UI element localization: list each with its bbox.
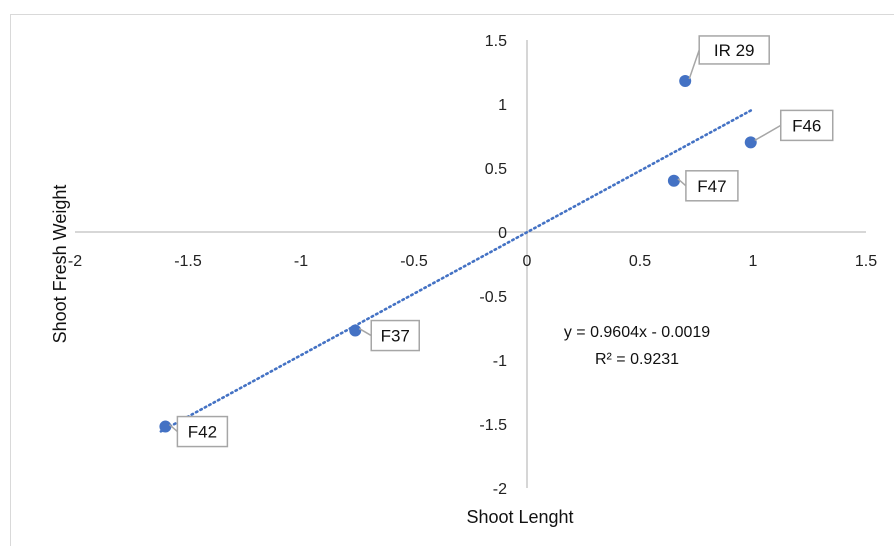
y-tick-label: 1.5 (485, 33, 507, 50)
label-leader-line (677, 178, 687, 187)
label-box (779, 109, 834, 142)
point-label-text: F42 (188, 423, 217, 442)
chart-area (10, 14, 894, 546)
point-label-text: IR 29 (714, 41, 755, 60)
trendline-group (159, 108, 755, 433)
x-tick-label: -0.5 (400, 253, 428, 270)
y-axis-title: Shoot Fresh Weight (50, 185, 70, 344)
label-box (370, 319, 420, 352)
data-label: F47 (677, 170, 739, 202)
data-label: F42 (168, 415, 229, 448)
label-leader-line (754, 124, 782, 142)
x-axis-title: Shoot Lenght (466, 507, 573, 527)
x-tick-label: 1 (749, 253, 758, 270)
data-label: F46 (754, 109, 834, 142)
y-tick-label: 0.5 (485, 161, 507, 178)
y-tick-label: -2 (493, 481, 507, 498)
label-box (698, 35, 770, 65)
x-tick-labels: -2 -1.5 -1 -0.5 0 0.5 1 1.5 (68, 253, 877, 270)
point-labels: IR 29 F46 F47 F37 F42 (168, 35, 834, 448)
y-tick-label: 0 (498, 225, 507, 242)
data-label: F37 (358, 319, 420, 352)
x-tick-label: -1.5 (174, 253, 202, 270)
trendline (159, 108, 755, 433)
point-label-text: F47 (697, 177, 726, 196)
x-tick-label: -1 (294, 253, 308, 270)
label-leader-line (168, 423, 178, 433)
x-tick-label: 1.5 (855, 253, 877, 270)
y-tick-label: -1.5 (479, 417, 507, 434)
label-box (685, 170, 739, 202)
y-tick-label: -1 (493, 353, 507, 370)
y-tick-label: 1 (498, 97, 507, 114)
data-point (667, 174, 680, 187)
point-label-text: F37 (381, 327, 410, 346)
data-point (349, 324, 362, 337)
y-tick-label: -0.5 (479, 289, 507, 306)
label-leader-line (688, 49, 700, 80)
data-point (679, 74, 692, 87)
y-tick-labels: 1.5 1 0.5 0 -0.5 -1 -1.5 -2 (479, 33, 507, 498)
data-label: IR 29 (688, 35, 770, 80)
label-leader-line (358, 327, 372, 337)
data-points (159, 74, 757, 433)
label-box (176, 415, 229, 448)
trendline-equation: y = 0.9604x - 0.0019 (564, 324, 710, 341)
data-point (744, 136, 757, 149)
x-tick-label: -2 (68, 253, 82, 270)
x-tick-label: 0.5 (629, 253, 651, 270)
x-tick-label: 0 (523, 253, 532, 270)
point-label-text: F46 (792, 116, 821, 135)
data-point (159, 420, 172, 433)
r-squared: R² = 0.9231 (595, 351, 679, 368)
